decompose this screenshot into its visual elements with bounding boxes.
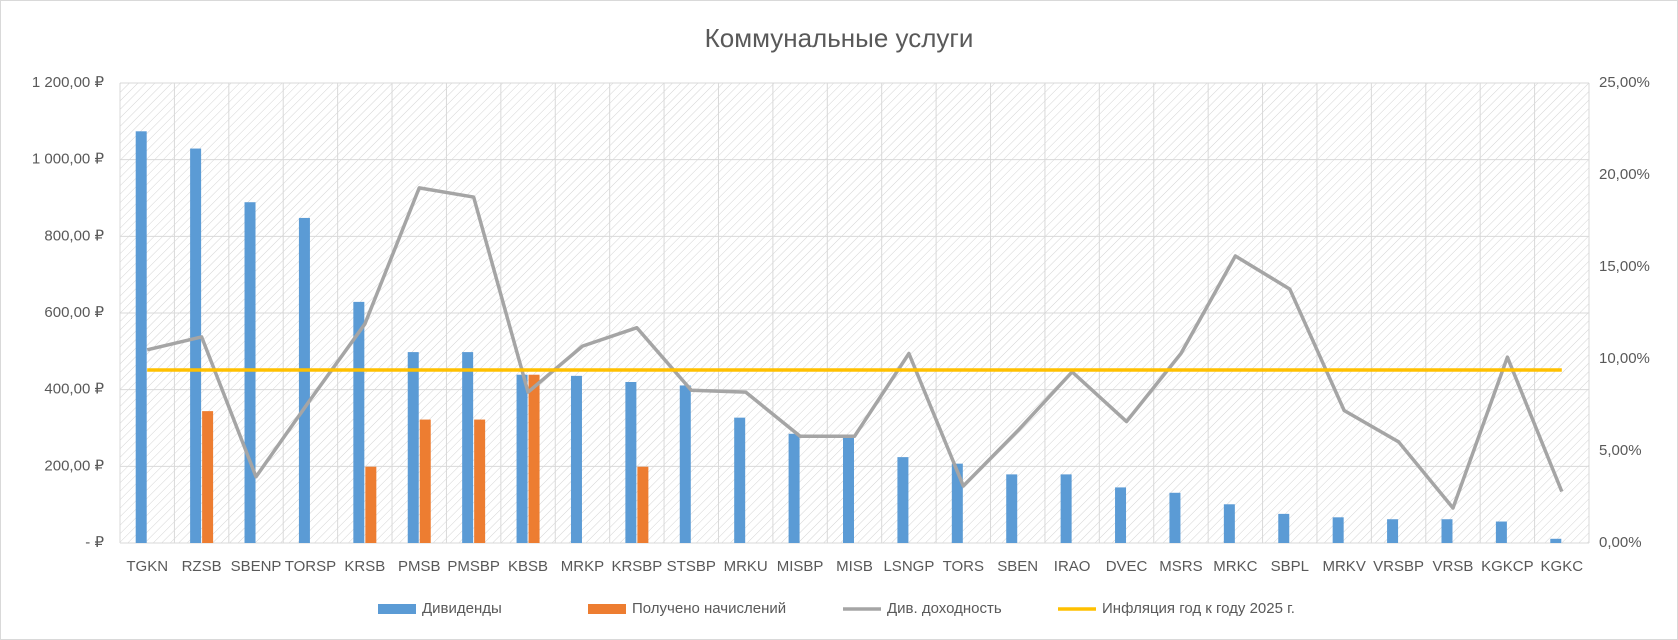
chart-title: Коммунальные услуги: [705, 23, 974, 53]
bar: [679, 385, 691, 543]
x-tick-label: SBENP: [231, 558, 282, 575]
bar: [734, 417, 746, 543]
y-tick-label: 1 000,00 ₽: [32, 151, 105, 168]
bar: [625, 382, 637, 543]
bar: [1115, 487, 1127, 543]
y-tick-label: 200,00 ₽: [44, 457, 104, 474]
x-tick-label: KRSBP: [611, 558, 662, 575]
x-tick-label: LSNGP: [883, 558, 934, 575]
x-tick-label: TORSP: [285, 558, 336, 575]
x-tick-label: DVEC: [1106, 558, 1148, 575]
bar: [190, 148, 202, 544]
x-tick-label: MISB: [836, 558, 873, 575]
bar: [951, 463, 963, 543]
x-tick-label: MRKP: [561, 558, 604, 575]
bar: [1332, 517, 1344, 543]
y2-tick-label: 0,00%: [1599, 534, 1642, 551]
bar: [1441, 519, 1453, 543]
x-tick-label: PMSBP: [447, 558, 500, 575]
x-tick-label: TGKN: [126, 558, 168, 575]
x-tick-label: STSBP: [667, 558, 716, 575]
bar: [365, 466, 377, 543]
x-tick-label: TORS: [943, 558, 984, 575]
x-tick-label: SBPL: [1271, 558, 1309, 575]
legend-swatch: [588, 604, 626, 614]
bar: [407, 352, 419, 543]
bar: [528, 374, 540, 543]
x-tick-label: RZSB: [182, 558, 222, 575]
bar: [202, 411, 214, 543]
y2-tick-label: 15,00%: [1599, 258, 1650, 275]
legend-label: Дивиденды: [422, 600, 502, 617]
bar: [1223, 504, 1235, 543]
legend-label: Инфляция год к году 2025 г.: [1102, 600, 1295, 617]
y2-tick-label: 20,00%: [1599, 166, 1650, 183]
y2-tick-label: 5,00%: [1599, 442, 1642, 459]
y2-tick-label: 25,00%: [1599, 74, 1650, 91]
x-tick-label: KGKCP: [1481, 558, 1534, 575]
bar: [298, 217, 310, 543]
bar: [135, 131, 147, 544]
bar: [570, 375, 582, 543]
y-tick-label: 800,00 ₽: [44, 227, 104, 244]
x-tick-label: MSRS: [1159, 558, 1202, 575]
x-tick-label: MRKC: [1213, 558, 1257, 575]
bar: [1278, 513, 1290, 543]
bar: [1169, 492, 1181, 543]
x-tick-label: VRSB: [1433, 558, 1474, 575]
bar: [637, 466, 649, 543]
y-tick-label: - ₽: [85, 534, 104, 551]
x-tick-label: VRSBP: [1373, 558, 1424, 575]
y-tick-label: 600,00 ₽: [44, 304, 104, 321]
x-tick-label: KBSB: [508, 558, 548, 575]
y2-tick-label: 10,00%: [1599, 350, 1650, 367]
bar: [1495, 521, 1507, 543]
x-tick-label: PMSB: [398, 558, 441, 575]
bar: [897, 457, 909, 543]
x-tick-label: SBEN: [997, 558, 1038, 575]
x-tick-label: MRKV: [1322, 558, 1365, 575]
bar: [1387, 519, 1399, 543]
bar: [843, 434, 854, 543]
bar: [516, 374, 528, 543]
bar: [462, 352, 474, 543]
x-tick-label: IRAO: [1054, 558, 1091, 575]
bar: [788, 433, 800, 543]
bar: [244, 202, 256, 543]
bar: [1550, 538, 1562, 543]
x-tick-label: KGKC: [1541, 558, 1584, 575]
legend-label: Получено начислений: [632, 600, 786, 617]
bar: [419, 419, 431, 543]
y-tick-label: 400,00 ₽: [44, 381, 104, 398]
bar: [353, 301, 365, 543]
y-tick-label: 1 200,00 ₽: [32, 74, 105, 91]
bar: [474, 419, 486, 543]
x-tick-label: KRSB: [344, 558, 385, 575]
bar: [1006, 474, 1018, 543]
x-tick-label: MISBP: [777, 558, 824, 575]
legend-label: Див. доходность: [887, 600, 1002, 617]
legend-swatch: [378, 604, 416, 614]
x-tick-label: MRKU: [724, 558, 768, 575]
bar: [1060, 474, 1072, 543]
